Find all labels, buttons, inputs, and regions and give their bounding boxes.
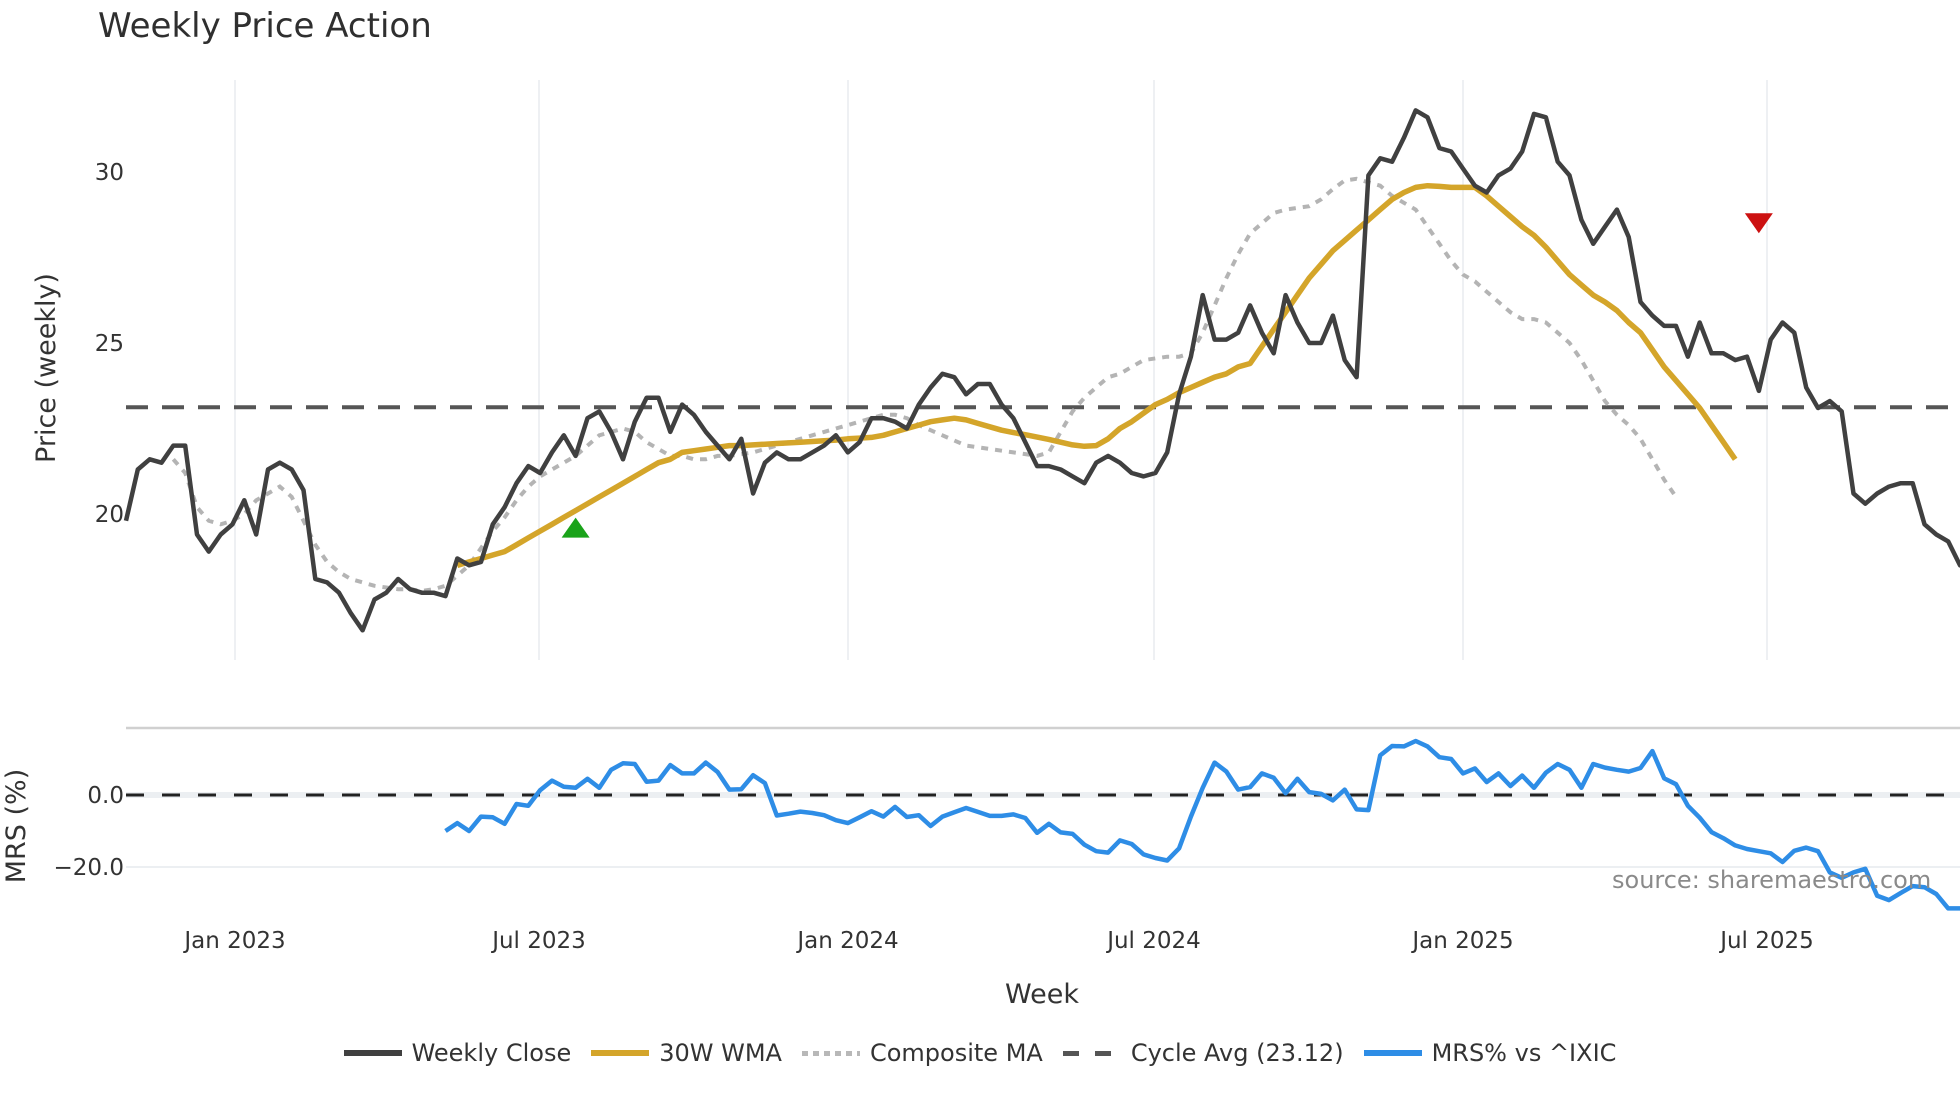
cycle-avg-dashed-line-icon [1062,1050,1121,1056]
buy-signal-triangle-up-icon [561,517,590,538]
weekly-close-line-icon [343,1050,402,1056]
price-tick-label: 25 [95,331,124,357]
legend-label: Composite MA [869,1039,1043,1067]
price-tick-label: 30 [95,160,124,186]
x-tick-label: Jul 2025 [1718,928,1814,954]
legend-label: 30W WMA [659,1039,782,1067]
mrs-line [444,738,1960,911]
composite-ma-dotted-line-icon [801,1050,860,1056]
x-tick-label: Jul 2024 [1105,928,1201,954]
mrs-tick-label: −20.0 [54,855,124,881]
price-tick-label: 20 [95,502,124,528]
legend-label: Cycle Avg (23.12) [1130,1039,1344,1067]
legend-label: Weekly Close [411,1039,572,1067]
x-axis-title: Week [1005,979,1079,1010]
legend-item-weekly-close[interactable]: Weekly Close [343,1039,572,1067]
sell-signal-triangle-down-icon [1744,213,1773,234]
mrs-tick-label: 0.0 [87,783,124,809]
legend-label: MRS% vs ^IXIC [1431,1039,1617,1067]
legend-item-cycle-avg[interactable]: Cycle Avg (23.12) [1062,1039,1344,1067]
source-watermark: source: sharemaestro.com [1612,866,1932,894]
chart-title: Weekly Price Action [98,6,432,46]
price-y-axis-title: Price (weekly) [31,273,62,463]
x-tick-label: Jan 2023 [182,928,285,954]
wma-line-icon [591,1050,650,1056]
weekly-close-line [123,108,1960,633]
mrs-line-icon [1363,1050,1422,1056]
legend-item-30w-wma[interactable]: 30W WMA [591,1039,782,1067]
composite-ma-line [171,176,1678,594]
x-tick-label: Jul 2023 [490,928,586,954]
legend-item-composite-ma[interactable]: Composite MA [801,1039,1043,1067]
mrs-y-axis-title: MRS (%) [1,769,32,884]
x-tick-label: Jan 2025 [1410,928,1513,954]
wma-30w-line [456,182,1738,568]
legend: Weekly Close 30W WMA Composite MA Cycle … [0,1036,1960,1070]
legend-item-mrs[interactable]: MRS% vs ^IXIC [1363,1039,1617,1067]
x-tick-label: Jan 2024 [795,928,898,954]
